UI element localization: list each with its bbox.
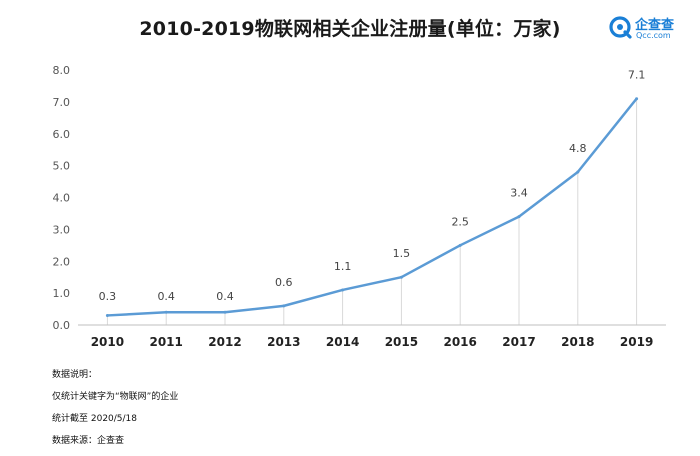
logo-domain: Qcc.com bbox=[636, 31, 671, 40]
series-line bbox=[107, 97, 638, 317]
data-label: 2.5 bbox=[451, 215, 469, 228]
y-tick-label: 0.0 bbox=[53, 319, 71, 332]
x-tick-label: 2014 bbox=[326, 335, 359, 349]
data-notes: 数据说明： 仅统计关键字为“物联网”的企业 统计截至 2020/5/18 数据来… bbox=[52, 364, 178, 452]
qcc-logo: 企查查 Qcc.com bbox=[608, 12, 692, 46]
qcc-logo-icon bbox=[609, 16, 632, 39]
data-label: 3.4 bbox=[510, 187, 528, 200]
y-tick-label: 6.0 bbox=[53, 128, 71, 141]
data-point bbox=[517, 215, 521, 219]
data-label: 1.1 bbox=[334, 260, 352, 273]
chart-title: 2010-2019物联网相关企业注册量(单位：万家) bbox=[139, 18, 561, 40]
data-label: 4.8 bbox=[569, 142, 587, 155]
y-tick-label: 5.0 bbox=[53, 160, 71, 173]
y-tick-label: 4.0 bbox=[53, 192, 71, 205]
data-point bbox=[458, 243, 462, 247]
data-point bbox=[576, 170, 580, 174]
x-tick-label: 2010 bbox=[91, 335, 124, 349]
data-point bbox=[164, 310, 168, 314]
logo-brand-name: 企查查 bbox=[635, 18, 675, 33]
y-tick-label: 3.0 bbox=[53, 223, 71, 236]
x-tick-label: 2019 bbox=[620, 335, 653, 349]
data-label: 0.3 bbox=[99, 290, 117, 303]
y-tick-label: 8.0 bbox=[53, 64, 71, 77]
data-point bbox=[223, 310, 227, 314]
y-tick-label: 2.0 bbox=[53, 255, 71, 268]
data-label: 0.4 bbox=[216, 290, 234, 303]
data-label: 7.1 bbox=[628, 69, 646, 82]
x-tick-label: 2013 bbox=[267, 335, 300, 349]
data-label: 0.4 bbox=[157, 290, 175, 303]
x-tick-label: 2015 bbox=[385, 335, 418, 349]
x-tick-label: 2011 bbox=[149, 335, 182, 349]
notes-line-scope: 仅统计关键字为“物联网”的企业 bbox=[52, 392, 179, 402]
y-tick-label: 1.0 bbox=[53, 287, 71, 300]
data-point bbox=[282, 304, 286, 308]
x-tick-label: 2016 bbox=[443, 335, 476, 349]
data-point bbox=[635, 97, 639, 101]
data-label: 0.6 bbox=[275, 276, 293, 289]
data-point bbox=[105, 313, 109, 317]
data-label: 1.5 bbox=[393, 247, 411, 260]
notes-heading: 数据说明： bbox=[52, 370, 98, 380]
data-point bbox=[399, 275, 403, 279]
x-tick-label: 2012 bbox=[208, 335, 241, 349]
notes-line-source: 数据来源：企查查 bbox=[52, 436, 125, 446]
x-tick-label: 2018 bbox=[561, 335, 594, 349]
x-tick-label: 2017 bbox=[502, 335, 535, 349]
data-point bbox=[341, 288, 345, 292]
y-tick-label: 7.0 bbox=[53, 96, 71, 109]
notes-line-cutoff: 统计截至 2020/5/18 bbox=[52, 414, 138, 424]
